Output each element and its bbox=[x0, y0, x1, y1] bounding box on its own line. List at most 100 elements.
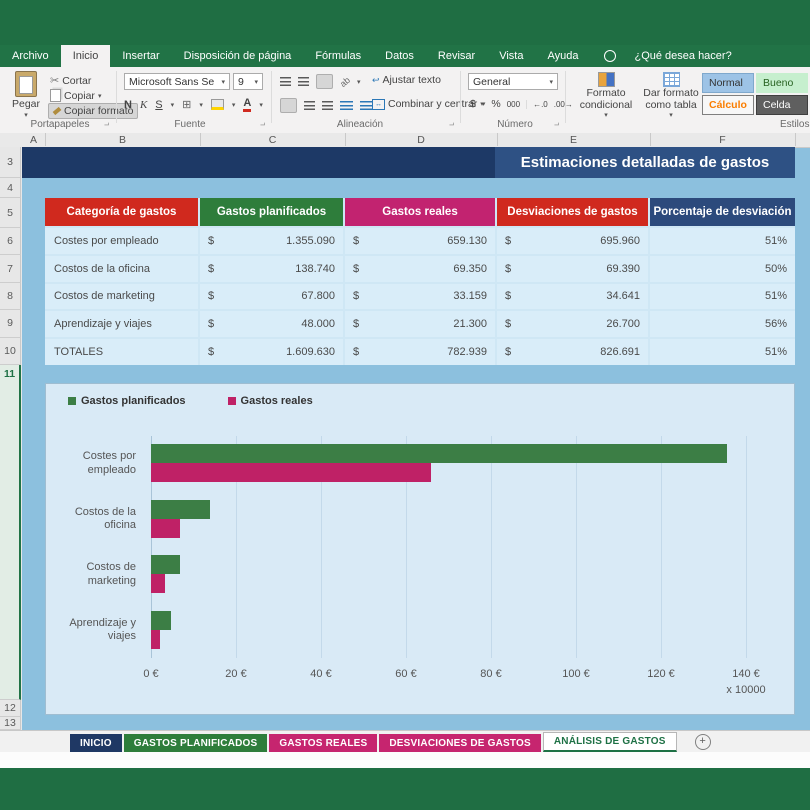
sheet-tab-inicio[interactable]: INICIO bbox=[70, 734, 122, 752]
row-header-12[interactable]: 12 bbox=[0, 700, 21, 717]
dialog-launcher-icon[interactable]: ⌐ bbox=[449, 120, 455, 130]
dialog-launcher-icon[interactable]: ⌐ bbox=[260, 120, 266, 130]
table-cell-category[interactable]: Aprendizaje y viajes bbox=[45, 311, 198, 338]
sheet-tab-desviaciones-de-gastos[interactable]: DESVIACIONES DE GASTOS bbox=[379, 734, 541, 752]
column-header-E[interactable]: E bbox=[497, 133, 651, 146]
paste-button[interactable]: Pegar ▾ bbox=[8, 71, 44, 119]
menu-tab-datos[interactable]: Datos bbox=[385, 50, 414, 62]
chart-bar-real[interactable] bbox=[151, 518, 181, 538]
table-cell-planned[interactable]: $48.000 bbox=[200, 311, 343, 338]
table-cell-planned[interactable]: $138.740 bbox=[200, 255, 343, 282]
table-cell-percent[interactable]: 56% bbox=[650, 311, 795, 338]
column-header-B[interactable]: B bbox=[45, 133, 201, 146]
cell-style-normal[interactable]: Normal bbox=[702, 73, 754, 93]
row-header-8[interactable]: 8 bbox=[0, 282, 21, 311]
italic-button[interactable]: K bbox=[139, 98, 148, 111]
table-cell-planned[interactable]: $1.355.090 bbox=[200, 228, 343, 254]
merge-center-button[interactable]: ↔ Combinar y centrar ▾ bbox=[372, 98, 484, 110]
row-header-10[interactable]: 10 bbox=[0, 337, 21, 365]
column-header-F[interactable]: F bbox=[650, 133, 796, 146]
font-color-icon[interactable]: A bbox=[243, 97, 252, 112]
table-cell-deviation[interactable]: $26.700 bbox=[497, 311, 648, 338]
column-header-A[interactable]: A bbox=[22, 133, 46, 146]
orientation-icon[interactable]: ab bbox=[337, 74, 353, 89]
menu-tab-ayuda[interactable]: Ayuda bbox=[547, 50, 579, 62]
table-cell-deviation[interactable]: $695.960 bbox=[497, 228, 648, 254]
row-header-4[interactable]: 4 bbox=[0, 178, 21, 198]
align-left-icon[interactable] bbox=[280, 98, 297, 113]
row-header-11[interactable]: 11 bbox=[0, 365, 21, 700]
row-header-3[interactable]: 3 bbox=[0, 147, 21, 178]
menu-tab-disposici-n-de-p-gina[interactable]: Disposición de página bbox=[183, 50, 292, 62]
table-cell-category[interactable]: Costos de la oficina bbox=[45, 255, 198, 282]
increase-indent-icon[interactable] bbox=[360, 101, 373, 110]
table-cell-percent[interactable]: 50% bbox=[650, 255, 795, 282]
table-cell-planned[interactable]: $67.800 bbox=[200, 283, 343, 310]
underline-button[interactable]: S bbox=[155, 98, 163, 111]
chart-bar-planned[interactable] bbox=[151, 444, 727, 463]
table-cell-real[interactable]: $659.130 bbox=[345, 228, 495, 254]
table-cell-real[interactable]: $69.350 bbox=[345, 255, 495, 282]
column-header-C[interactable]: C bbox=[200, 133, 346, 146]
dialog-launcher-icon[interactable]: ⌐ bbox=[104, 120, 110, 130]
table-cell-percent[interactable]: 51% bbox=[650, 283, 795, 310]
borders-icon[interactable]: ⊞ bbox=[182, 99, 192, 111]
expense-chart[interactable]: Gastos planificados Gastos reales Costes … bbox=[45, 383, 795, 715]
sheet-tab-gastos-planificados[interactable]: GASTOS PLANIFICADOS bbox=[123, 734, 268, 752]
column-header-D[interactable]: D bbox=[345, 133, 498, 146]
menu-tab-archivo[interactable]: Archivo bbox=[12, 50, 49, 62]
table-cell-category[interactable]: TOTALES bbox=[45, 339, 198, 365]
cell-style-c-lculo[interactable]: Cálculo bbox=[702, 95, 754, 115]
add-sheet-button[interactable]: + bbox=[694, 734, 711, 750]
bold-button[interactable]: N bbox=[124, 98, 132, 111]
align-center-icon[interactable] bbox=[304, 101, 315, 110]
align-right-icon[interactable] bbox=[322, 101, 333, 110]
cell-style-celda[interactable]: Celda bbox=[756, 95, 808, 115]
wrap-text-button[interactable]: ↩ Ajustar texto bbox=[372, 74, 441, 86]
increase-decimal-button[interactable]: ←.0 bbox=[526, 99, 548, 109]
table-cell-deviation[interactable]: $826.691 bbox=[497, 339, 648, 365]
sheet-tab-análisis-de-gastos[interactable]: ANÁLISIS DE GASTOS bbox=[542, 732, 677, 752]
table-cell-real[interactable]: $21.300 bbox=[345, 311, 495, 338]
fill-color-icon[interactable] bbox=[210, 99, 224, 110]
chart-bar-planned[interactable] bbox=[151, 555, 180, 574]
table-cell-deviation[interactable]: $34.641 bbox=[497, 283, 648, 310]
row-header-13[interactable]: 13 bbox=[0, 717, 21, 730]
chart-bar-real[interactable] bbox=[151, 463, 432, 482]
menu-tab-revisar[interactable]: Revisar bbox=[437, 50, 476, 62]
conditional-formatting-button[interactable]: Formato condicional ▾ bbox=[577, 72, 635, 120]
font-name-select[interactable]: Microsoft Sans Se ▾ bbox=[124, 73, 230, 90]
table-cell-real[interactable]: $33.159 bbox=[345, 283, 495, 310]
copy-button[interactable]: Copiar ▾ bbox=[50, 89, 101, 102]
decrease-indent-icon[interactable] bbox=[340, 101, 353, 110]
decrease-decimal-button[interactable]: .00→ bbox=[553, 99, 573, 109]
percent-button[interactable]: % bbox=[491, 98, 501, 110]
cut-button[interactable]: ✂ Cortar bbox=[50, 74, 91, 88]
chart-bar-planned[interactable] bbox=[151, 499, 210, 519]
row-header-7[interactable]: 7 bbox=[0, 255, 21, 283]
table-cell-planned[interactable]: $1.609.630 bbox=[200, 339, 343, 365]
dialog-launcher-icon[interactable]: ⌐ bbox=[554, 120, 560, 130]
format-as-table-button[interactable]: Dar formato como tabla ▾ bbox=[642, 72, 700, 120]
number-format-select[interactable]: General ▾ bbox=[468, 73, 558, 90]
table-cell-category[interactable]: Costos de marketing bbox=[45, 283, 198, 310]
align-bottom-icon[interactable] bbox=[316, 74, 333, 89]
align-top-icon[interactable] bbox=[280, 77, 291, 86]
menu-tab-vista[interactable]: Vista bbox=[499, 50, 524, 62]
align-middle-icon[interactable] bbox=[298, 77, 309, 86]
table-cell-category[interactable]: Costes por empleado bbox=[45, 228, 198, 254]
table-cell-percent[interactable]: 51% bbox=[650, 339, 795, 365]
tell-me-search[interactable]: ¿Qué desea hacer? bbox=[634, 50, 732, 62]
table-cell-deviation[interactable]: $69.390 bbox=[497, 255, 648, 282]
chart-bar-real[interactable] bbox=[151, 574, 166, 593]
row-header-5[interactable]: 5 bbox=[0, 198, 21, 228]
currency-button[interactable]: $ bbox=[470, 98, 476, 110]
sheet-tab-gastos-reales[interactable]: GASTOS REALES bbox=[269, 734, 378, 752]
font-size-select[interactable]: 9 ▾ bbox=[233, 73, 263, 90]
table-cell-real[interactable]: $782.939 bbox=[345, 339, 495, 365]
row-header-6[interactable]: 6 bbox=[0, 228, 21, 256]
cell-style-bueno[interactable]: Bueno bbox=[756, 73, 808, 93]
row-header-9[interactable]: 9 bbox=[0, 310, 21, 338]
thousands-button[interactable]: 000 bbox=[506, 99, 521, 109]
chart-bar-planned[interactable] bbox=[151, 610, 172, 630]
